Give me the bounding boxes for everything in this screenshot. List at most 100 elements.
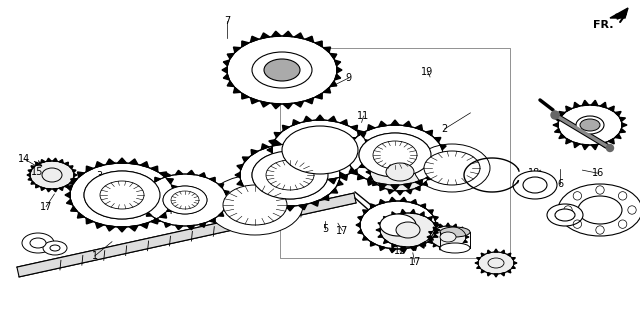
Text: 1: 1 — [92, 251, 98, 261]
Polygon shape — [210, 177, 215, 182]
Polygon shape — [53, 189, 58, 192]
Ellipse shape — [424, 151, 480, 185]
Polygon shape — [566, 106, 572, 111]
Polygon shape — [74, 174, 77, 176]
Polygon shape — [433, 230, 438, 234]
Polygon shape — [582, 144, 589, 150]
Polygon shape — [453, 247, 456, 250]
Ellipse shape — [43, 241, 67, 255]
Polygon shape — [199, 223, 205, 227]
Ellipse shape — [430, 226, 466, 248]
Ellipse shape — [513, 171, 557, 199]
Text: 14: 14 — [18, 154, 31, 164]
Polygon shape — [242, 41, 249, 47]
Polygon shape — [363, 210, 368, 214]
Polygon shape — [427, 236, 430, 238]
Polygon shape — [380, 199, 385, 204]
Text: 4: 4 — [166, 206, 173, 217]
Polygon shape — [172, 199, 177, 205]
Polygon shape — [274, 163, 281, 168]
Polygon shape — [28, 177, 31, 180]
Polygon shape — [166, 179, 173, 184]
Polygon shape — [464, 240, 467, 242]
Ellipse shape — [373, 141, 417, 169]
Polygon shape — [224, 205, 229, 210]
Polygon shape — [141, 205, 146, 210]
Ellipse shape — [84, 171, 160, 219]
Polygon shape — [86, 166, 93, 172]
Polygon shape — [591, 144, 598, 150]
Ellipse shape — [100, 181, 144, 209]
Polygon shape — [250, 36, 259, 42]
Polygon shape — [17, 193, 356, 277]
Polygon shape — [223, 60, 229, 66]
Text: 17: 17 — [336, 225, 349, 236]
Polygon shape — [591, 100, 598, 106]
Polygon shape — [433, 227, 436, 230]
Polygon shape — [129, 159, 138, 164]
Polygon shape — [330, 81, 337, 86]
Polygon shape — [140, 223, 148, 228]
Polygon shape — [316, 180, 324, 185]
Polygon shape — [222, 67, 227, 73]
Polygon shape — [53, 158, 58, 162]
Polygon shape — [260, 101, 269, 107]
Polygon shape — [426, 130, 433, 136]
Polygon shape — [155, 218, 161, 223]
Polygon shape — [358, 230, 363, 234]
Ellipse shape — [42, 168, 62, 182]
Polygon shape — [316, 115, 324, 120]
Polygon shape — [292, 120, 300, 125]
Ellipse shape — [555, 209, 575, 221]
Polygon shape — [608, 106, 614, 111]
Polygon shape — [440, 247, 443, 250]
Polygon shape — [95, 223, 104, 228]
Polygon shape — [420, 244, 424, 248]
Polygon shape — [428, 236, 433, 240]
Polygon shape — [488, 273, 491, 276]
Polygon shape — [234, 47, 241, 52]
Polygon shape — [372, 158, 378, 162]
Polygon shape — [433, 216, 438, 220]
Polygon shape — [242, 93, 249, 99]
Polygon shape — [349, 168, 356, 172]
Polygon shape — [378, 234, 383, 237]
Polygon shape — [303, 116, 312, 122]
Polygon shape — [573, 142, 580, 148]
Polygon shape — [159, 213, 166, 218]
Polygon shape — [261, 200, 269, 206]
Polygon shape — [397, 149, 403, 153]
Polygon shape — [175, 170, 182, 175]
Ellipse shape — [227, 36, 337, 104]
Text: 2: 2 — [442, 124, 448, 134]
Ellipse shape — [163, 186, 207, 214]
Polygon shape — [267, 147, 272, 153]
Polygon shape — [554, 128, 561, 133]
Polygon shape — [344, 145, 350, 150]
Polygon shape — [367, 180, 374, 185]
Polygon shape — [392, 212, 396, 216]
Polygon shape — [429, 240, 432, 242]
Polygon shape — [411, 199, 417, 204]
Polygon shape — [337, 164, 343, 169]
Polygon shape — [331, 157, 338, 162]
Polygon shape — [340, 172, 345, 178]
Polygon shape — [481, 253, 484, 256]
Polygon shape — [285, 139, 294, 144]
Circle shape — [607, 144, 614, 151]
Text: FR.: FR. — [593, 20, 614, 30]
Polygon shape — [41, 187, 45, 190]
Polygon shape — [401, 209, 406, 214]
Polygon shape — [358, 130, 364, 136]
Ellipse shape — [576, 116, 604, 134]
Polygon shape — [371, 242, 376, 246]
Polygon shape — [365, 140, 371, 145]
Polygon shape — [322, 195, 329, 200]
Polygon shape — [446, 223, 450, 226]
Ellipse shape — [272, 120, 368, 180]
Polygon shape — [340, 120, 348, 125]
Ellipse shape — [558, 184, 640, 236]
Text: 10: 10 — [389, 133, 402, 143]
Polygon shape — [400, 197, 406, 202]
Polygon shape — [620, 117, 625, 121]
